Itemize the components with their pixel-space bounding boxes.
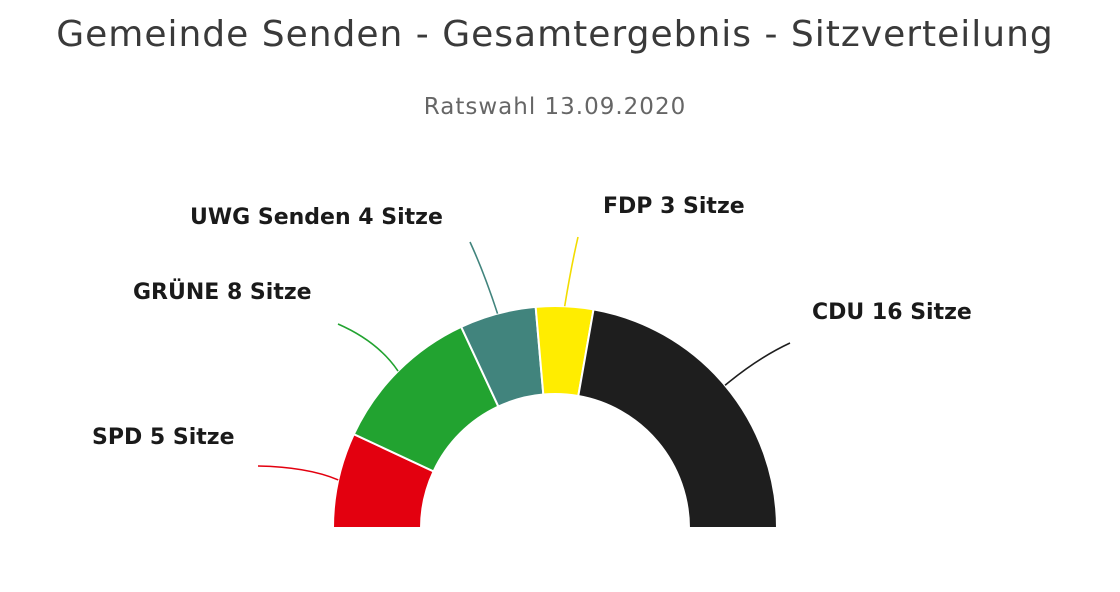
connector-uwg-senden [469, 241, 499, 314]
labels-group: SPD 5 Sitze GRÜNE 8 Sitze UWG Senden 4 Sit… [92, 194, 972, 450]
chart-title: Gemeinde Senden - Gesamtergebnis - Sitzv… [56, 14, 1054, 55]
data-label-cdu: CDU 16 Sitze [812, 300, 972, 325]
connectors-group [257, 236, 791, 481]
slice-cdu[interactable] [577, 308, 779, 529]
connector-fdp [563, 236, 579, 307]
connector-cdu [724, 342, 791, 386]
data-label-spd: SPD 5 Sitze [92, 425, 234, 450]
connector-spd [257, 465, 339, 481]
slices-group [331, 305, 779, 529]
connector-gr-ne [337, 323, 399, 372]
data-label-fdp: FDP 3 Sitze [603, 194, 745, 219]
chart-subtitle: Ratswahl 13.09.2020 [423, 94, 687, 120]
data-label-gr-ne: GRÜNE 8 Sitze [133, 279, 312, 305]
data-label-uwg-senden: UWG Senden 4 Sitze [190, 205, 443, 230]
